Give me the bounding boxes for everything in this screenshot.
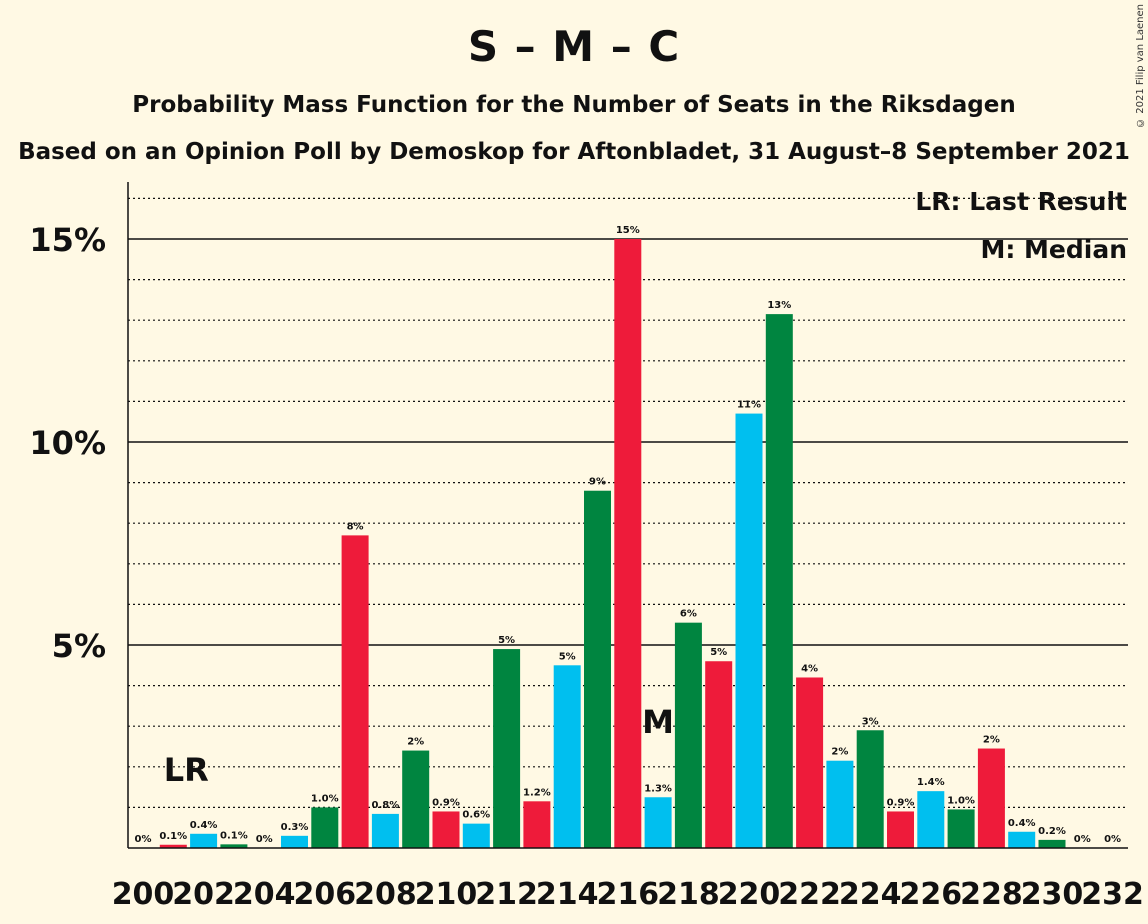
data-label-seat-220: 11%: [737, 400, 761, 411]
data-label-seat-226: 1.4%: [917, 777, 945, 788]
bar-seat-206: [311, 807, 339, 848]
data-label-seat-211: 0.6%: [462, 810, 490, 821]
bar-seat-205: [281, 835, 308, 848]
bar-seat-201: [159, 844, 187, 848]
bar-seat-212: [493, 649, 521, 848]
bar-seat-222: [796, 677, 824, 848]
x-tick-label: 208: [354, 877, 417, 912]
bar-seat-203: [220, 844, 248, 848]
data-label-seat-228: 2%: [983, 735, 1000, 746]
data-label-seat-214: 5%: [559, 651, 576, 662]
x-tick-label: 210: [415, 877, 478, 912]
data-label-seat-215: 9%: [589, 477, 606, 488]
chart-title: S – M – C: [467, 22, 681, 71]
bar-seat-217: [644, 797, 672, 848]
bar-seat-207: [341, 535, 369, 848]
data-label-seat-212: 5%: [498, 635, 515, 646]
y-tick-label: 10%: [29, 424, 106, 462]
bar-seat-211: [462, 823, 490, 848]
data-label-seat-217: 1.3%: [644, 783, 672, 794]
data-labels: 0% 0.1%0.4%0.1% 0%0.3%1.0%8%0.8%2%0.9%0.6%…: [135, 225, 1122, 845]
bar-seat-209: [402, 750, 430, 848]
data-label-seat-218: 6%: [680, 609, 697, 620]
data-label-seat-200: 0%: [135, 834, 152, 845]
bar-seat-223: [826, 760, 854, 848]
data-label-seat-213: 1.2%: [523, 787, 551, 798]
data-label-seat-232: 0%: [1104, 834, 1121, 845]
bar-seat-202: [190, 833, 218, 848]
x-tick-label: 230: [1021, 877, 1084, 912]
bar-seat-219: [705, 661, 733, 848]
legend-last-result: LR: Last Result: [915, 187, 1127, 216]
x-tick-label: 214: [536, 877, 599, 912]
data-label-seat-202: 0.4%: [190, 820, 218, 831]
data-label-seat-230: 0.2%: [1038, 826, 1066, 837]
data-label-seat-210: 0.9%: [432, 797, 460, 808]
x-tick-label: 212: [475, 877, 538, 912]
x-tick-label: 216: [596, 877, 659, 912]
bar-seat-221: [765, 314, 793, 848]
bar-seat-216: [614, 239, 642, 848]
data-label-seat-208: 0.8%: [372, 800, 400, 811]
median-marker: M: [642, 703, 674, 741]
x-tick-label: 204: [233, 877, 296, 912]
bar-seat-215: [584, 490, 611, 848]
bar-seat-225: [887, 811, 914, 848]
bar-seat-224: [856, 730, 884, 848]
data-label-seat-206: 1.0%: [311, 793, 339, 804]
x-tick-label: 200: [112, 877, 175, 912]
x-tick-label: 206: [293, 877, 356, 912]
chart-subtitle: Probability Mass Function for the Number…: [132, 92, 1016, 118]
axes: 5%10%15%20020220420620821021221421621822…: [29, 182, 1144, 912]
data-label-seat-224: 3%: [862, 716, 879, 727]
data-label-seat-201: 0.1%: [159, 831, 187, 842]
x-tick-label: 224: [839, 877, 902, 912]
data-label-seat-216: 15%: [616, 225, 640, 236]
y-tick-label: 5%: [52, 627, 106, 665]
bar-seat-228: [977, 748, 1005, 848]
data-label-seat-204: 0%: [256, 834, 273, 845]
bar-seat-213: [523, 801, 551, 848]
y-tick-label: 15%: [29, 221, 106, 259]
last-result-marker: LR: [164, 751, 209, 789]
x-tick-label: 232: [1081, 877, 1144, 912]
x-tick-label: 222: [778, 877, 841, 912]
bar-seat-226: [917, 791, 945, 848]
data-label-seat-229: 0.4%: [1008, 818, 1036, 829]
bar-seat-218: [674, 622, 702, 848]
data-label-seat-205: 0.3%: [281, 822, 309, 833]
bars: [159, 239, 1066, 848]
x-tick-label: 226: [899, 877, 962, 912]
data-label-seat-209: 2%: [407, 737, 424, 748]
x-tick-label: 220: [718, 877, 781, 912]
data-label-seat-225: 0.9%: [887, 797, 915, 808]
data-label-seat-222: 4%: [801, 663, 818, 674]
data-label-seat-207: 8%: [347, 521, 364, 532]
x-tick-label: 228: [960, 877, 1023, 912]
bar-seat-210: [432, 811, 460, 848]
x-tick-label: 218: [657, 877, 720, 912]
bar-seat-230: [1038, 839, 1066, 848]
data-label-seat-219: 5%: [710, 647, 727, 658]
bar-seat-227: [947, 809, 975, 848]
data-label-seat-223: 2%: [831, 747, 848, 758]
bar-seat-220: [735, 413, 763, 848]
x-tick-label: 202: [172, 877, 235, 912]
bar-seat-208: [371, 813, 399, 848]
bar-seat-214: [553, 665, 581, 848]
legend-median: M: Median: [980, 235, 1127, 264]
bar-seat-229: [1008, 831, 1036, 848]
data-label-seat-221: 13%: [767, 300, 791, 311]
data-label-seat-231: 0%: [1074, 834, 1091, 845]
chart-subtitle-source: Based on an Opinion Poll by Demoskop for…: [18, 139, 1130, 165]
data-label-seat-227: 1.0%: [947, 795, 975, 806]
data-label-seat-203: 0.1%: [220, 830, 248, 841]
